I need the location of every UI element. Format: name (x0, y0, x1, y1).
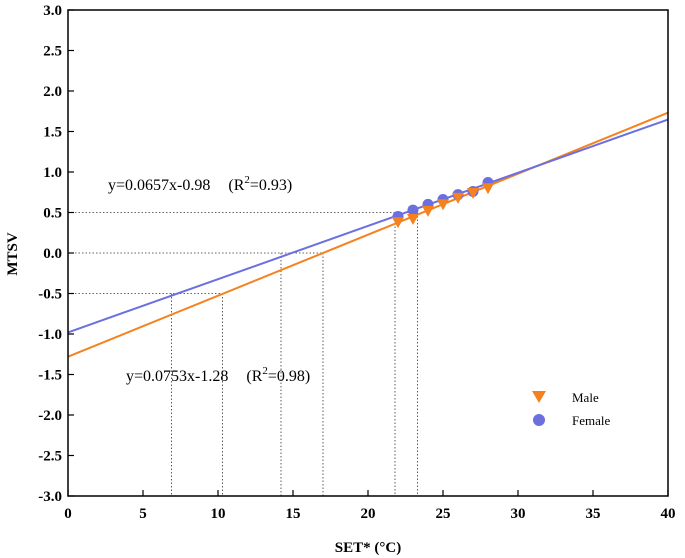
y-tick-label: -2.0 (38, 408, 62, 424)
x-tick-label: 5 (139, 506, 147, 522)
male-point-2 (422, 205, 434, 217)
male-point-0 (392, 217, 404, 229)
x-tick-label: 30 (511, 506, 526, 522)
legend-female-marker (533, 414, 545, 426)
x-tick-label: 10 (211, 506, 226, 522)
fit-line-male (67, 111, 669, 358)
female-equation: y=0.0657x-0.98 (R2=0.93) (108, 174, 292, 194)
male-equation: y=0.0753x-1.28 (R2=0.98) (126, 365, 310, 385)
x-tick-label: 40 (661, 506, 676, 522)
y-axis-label: MTSV (5, 232, 21, 276)
x-tick-label: 25 (436, 506, 451, 522)
legend-male-label: Male (572, 390, 599, 405)
fit-line-female (67, 118, 669, 334)
data-points (392, 177, 494, 229)
legend: Male Female (532, 390, 610, 428)
legend-male-marker (532, 391, 546, 403)
male-point-3 (437, 199, 449, 211)
male-point-4 (452, 192, 464, 204)
axes: 0 5 10 15 20 25 30 35 40 3.0 2.5 2.0 1.5 1.0 0.5 0.0 -0.… (38, 3, 675, 522)
y-tick-label: 0.5 (43, 206, 62, 222)
y-tick-label: 3.0 (43, 3, 62, 19)
x-tick-label: 35 (586, 506, 601, 522)
x-tick-label: 15 (286, 506, 301, 522)
y-tick-label: -3.0 (38, 489, 62, 505)
fit-lines (67, 111, 669, 358)
x-tick-label: 20 (361, 506, 376, 522)
y-tick-label: -2.5 (38, 449, 62, 465)
y-tick-label: -1.0 (38, 327, 62, 343)
male-point-1 (407, 213, 419, 225)
y-tick-label: 1.0 (43, 165, 62, 181)
x-axis-label: SET* (°C) (335, 540, 401, 556)
y-tick-label: -0.5 (38, 287, 62, 303)
y-tick-label: 2.5 (43, 44, 62, 60)
y-tick-label: 2.0 (43, 84, 62, 100)
y-tick-label: 1.5 (43, 125, 62, 141)
female-point-1 (407, 204, 419, 216)
guide-lines (68, 212, 418, 496)
legend-female-label: Female (572, 413, 610, 428)
male-point-6 (482, 183, 494, 195)
male-point-5 (467, 188, 479, 200)
y-tick-label: 0.0 (43, 246, 62, 262)
x-tick-label: 0 (64, 506, 72, 522)
y-tick-label: -1.5 (38, 368, 62, 384)
